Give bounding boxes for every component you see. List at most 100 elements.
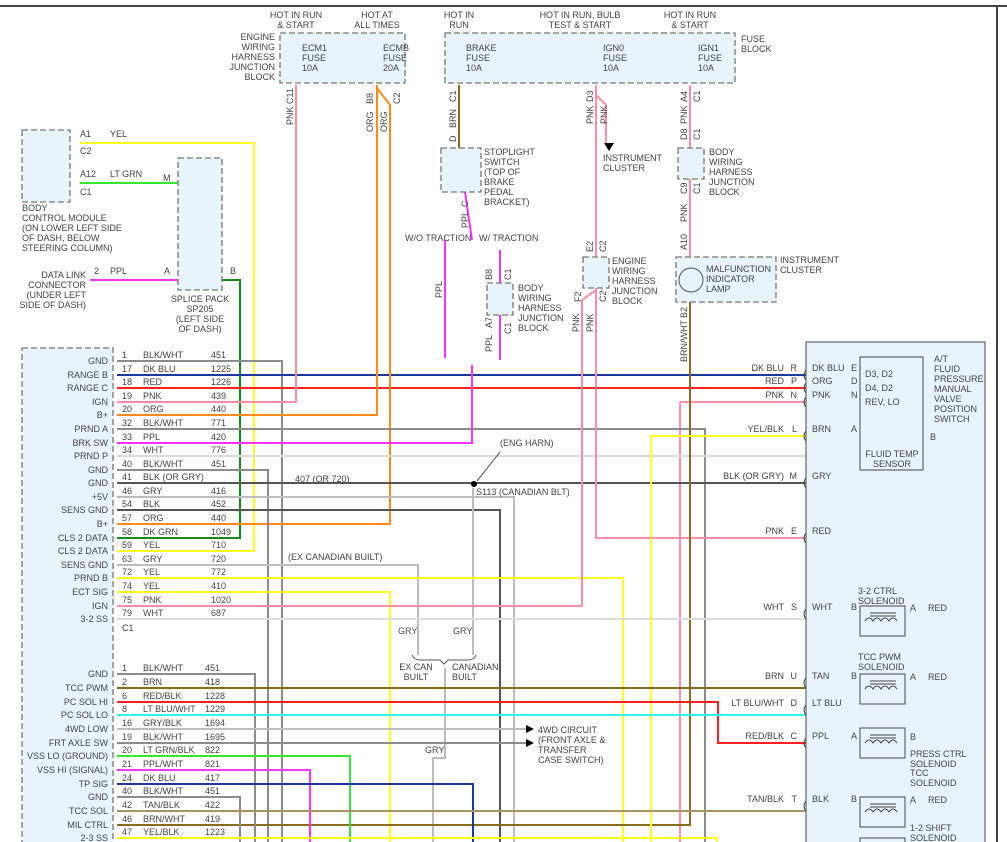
circuit-number: 451: [211, 350, 226, 360]
wire: [117, 755, 351, 842]
lamp-icon: [678, 267, 704, 293]
connector-icon: [803, 704, 807, 716]
label: 3-2 CTRL: [858, 586, 897, 596]
connector-pin: D: [851, 376, 858, 386]
wire-color: YEL: [143, 581, 160, 591]
vertical-label: C1: [692, 128, 702, 140]
wire-color: WHT: [812, 602, 833, 612]
pin-number: 72: [122, 567, 132, 577]
pin-number: 42: [122, 800, 132, 810]
connector-icon: [803, 477, 807, 489]
pin-name: TP SIG: [79, 779, 108, 789]
label: CANADIAN: [452, 662, 499, 672]
wire-color: BLK/WHT: [143, 459, 184, 469]
pin-name: PRND B: [74, 573, 108, 583]
label: SENSOR: [873, 459, 912, 469]
pin-name: PC SOL LO: [61, 710, 108, 720]
wire-color: PPL: [143, 432, 160, 442]
wire: [117, 428, 706, 842]
pin-name: SENS GND: [61, 505, 109, 515]
label: (LEFT SIDE: [176, 314, 224, 324]
wire: [595, 288, 806, 539]
label: ENGINE: [240, 32, 275, 42]
pin-number: 16: [122, 718, 132, 728]
wire-color: PNK: [812, 390, 831, 400]
solenoid-32: [859, 605, 906, 637]
body-control-module: [21, 129, 71, 203]
label: C2: [80, 146, 92, 156]
label: STOPLIGHT: [484, 147, 535, 157]
label: MANUAL: [934, 384, 972, 394]
label: BODY: [518, 283, 544, 293]
circuit-number: 452: [211, 499, 226, 509]
label: (UNDER LEFT: [26, 290, 86, 300]
label: JUNCTION: [612, 286, 658, 296]
body-junction-block: [486, 282, 514, 316]
wire-color: YEL/BLK: [143, 827, 180, 837]
connector-pin: P: [791, 376, 797, 386]
pin-number: 24: [122, 773, 132, 783]
pin-number: 59: [122, 540, 132, 550]
connector-pin: R: [791, 363, 798, 373]
label: (TOP OF: [484, 167, 521, 177]
vertical-label: C2: [598, 240, 608, 252]
label: HARNESS: [518, 303, 562, 313]
fuse-name: IGN1: [698, 43, 719, 53]
label: OF DASH, BELOW: [22, 233, 100, 243]
connector-icon: [803, 737, 807, 749]
label: WIRING: [518, 293, 552, 303]
label: BLOCK: [244, 72, 275, 82]
wire-color: DK GRN: [143, 527, 178, 537]
connector-icon: [803, 369, 807, 381]
label: TRANSFER: [538, 745, 587, 755]
connector-icon: [803, 608, 807, 620]
vertical-label: BRN/WHT: [679, 320, 689, 362]
vertical-label: PNK: [679, 105, 689, 124]
label: PRESSURE: [934, 374, 984, 384]
vertical-label: B2: [679, 307, 689, 318]
circuit-number: 416: [211, 486, 226, 496]
solenoid-tcc: [859, 796, 906, 828]
connector-pin: B: [851, 671, 857, 681]
label: ENGINE: [612, 256, 647, 266]
label: S113 (CANADIAN BLT): [476, 487, 570, 497]
wire: [117, 577, 624, 842]
circuit-number: 1229: [205, 704, 225, 714]
fuse-rating: 10A: [603, 63, 619, 73]
label: BODY: [709, 147, 735, 157]
circuit-number: 710: [211, 540, 226, 550]
wire-color: PPL: [812, 731, 829, 741]
vertical-label: ORG: [379, 111, 389, 132]
label: CONTROL MODULE: [22, 213, 107, 223]
vertical-label: D8: [679, 128, 689, 140]
wire-color: WHT: [143, 608, 164, 618]
wire: [117, 591, 391, 842]
circuit-number: 440: [211, 513, 226, 523]
wire-color: PNK: [143, 391, 162, 401]
vertical-label: PNK: [585, 313, 595, 332]
label: SOLENOID: [910, 759, 957, 769]
label: WIRING: [709, 157, 743, 167]
vertical-label: B8: [484, 269, 494, 280]
pin-name: GND: [88, 356, 109, 366]
wire-color: BRN/WHT: [143, 814, 185, 824]
wire-color: YEL/BLK: [747, 424, 784, 434]
vertical-label: ORG: [365, 111, 375, 132]
pin-name: FRT AXLE SW: [49, 738, 109, 748]
label: A/T: [934, 354, 949, 364]
coil-icon: [864, 680, 898, 690]
wire: [117, 85, 378, 416]
label: TEST & START: [549, 20, 612, 30]
vertical-label: A7: [484, 317, 494, 328]
pin-number: 46: [122, 486, 132, 496]
engine-junction-block: [279, 32, 406, 84]
vertical-label: C2: [598, 290, 608, 302]
wire-color: RED/BLK: [143, 691, 182, 701]
label: HARNESS: [231, 52, 275, 62]
wire-color: LT BLU: [812, 698, 842, 708]
label: CLUSTER: [603, 163, 646, 173]
pin-name: MIL CTRL: [67, 820, 108, 830]
label: RED: [928, 672, 948, 682]
connector-icon: [803, 382, 807, 394]
pin-number: 54: [122, 499, 132, 509]
